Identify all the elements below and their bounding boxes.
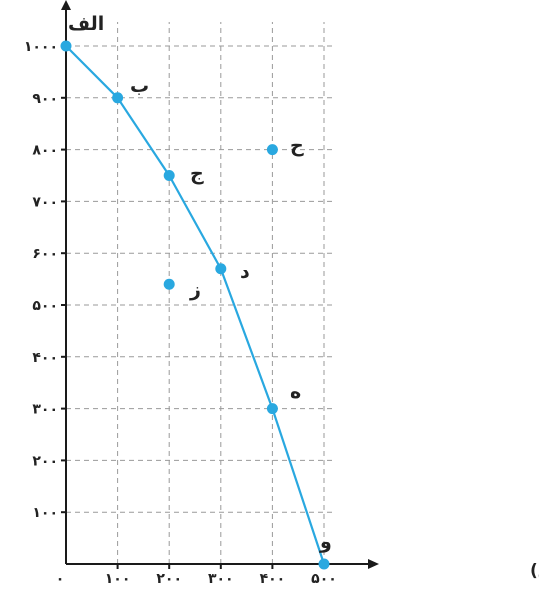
data-points — [60, 40, 330, 570]
point-label: و — [319, 531, 332, 553]
x-axis-label: مقدار کره (تُن) — [530, 561, 539, 581]
x-tick-label: ۳۰۰ — [208, 571, 234, 587]
x-tick-label: ۵۰۰ — [311, 571, 337, 587]
y-tick-label: ۵۰۰ — [32, 298, 58, 314]
x-tick-label: ۱۰۰ — [105, 571, 131, 587]
y-tick-label: ۲۰۰ — [32, 453, 58, 469]
grid — [66, 22, 332, 564]
curve-point — [215, 263, 227, 275]
point-labels: الف ب ج د ه و ز ح — [68, 13, 332, 553]
extra-point — [163, 278, 175, 290]
y-tick-label: ۳۰۰ — [32, 402, 58, 418]
y-axis-arrow — [61, 0, 71, 10]
y-tick-label: ۱۰۰ — [32, 505, 58, 521]
curve-point — [266, 403, 278, 415]
y-tick-label: ۶۰۰ — [32, 246, 58, 262]
y-tick-label: ۱۰۰۰ — [24, 39, 58, 55]
y-axis-ticks: ۱۰۰ ۲۰۰ ۳۰۰ ۴۰۰ ۵۰۰ ۶۰۰ ۷۰۰ ۸۰۰ ۹۰۰ ۱۰۰۰ — [24, 39, 66, 521]
point-label: ج — [190, 163, 204, 185]
y-tick-label: ۸۰۰ — [32, 143, 58, 159]
curve-point — [112, 92, 124, 104]
point-label: ه — [290, 381, 301, 403]
curve-point — [318, 558, 330, 570]
point-label: ح — [290, 135, 304, 157]
series-line — [65, 45, 326, 565]
curve-point — [163, 170, 175, 181]
point-label: الف — [68, 13, 104, 35]
point-label: ب — [130, 75, 149, 97]
series-curve — [65, 45, 326, 565]
point-label: ز — [189, 279, 201, 301]
x-tick-label: ۲۰۰ — [156, 571, 182, 587]
axes — [61, 0, 379, 569]
extra-point — [266, 144, 278, 156]
point-label: د — [240, 261, 250, 283]
y-tick-label: ۹۰۰ — [32, 91, 58, 107]
x-axis-arrow — [368, 559, 379, 569]
y-tick-label: ۴۰۰ — [32, 350, 58, 366]
y-tick-label: ۷۰۰ — [32, 194, 58, 210]
x-tick-label: ۴۰۰ — [260, 571, 286, 587]
x-axis-ticks: ۱۰۰ ۲۰۰ ۳۰۰ ۴۰۰ ۵۰۰ — [105, 564, 337, 587]
curve-point — [60, 40, 72, 52]
origin-label: ۰ — [56, 571, 65, 587]
